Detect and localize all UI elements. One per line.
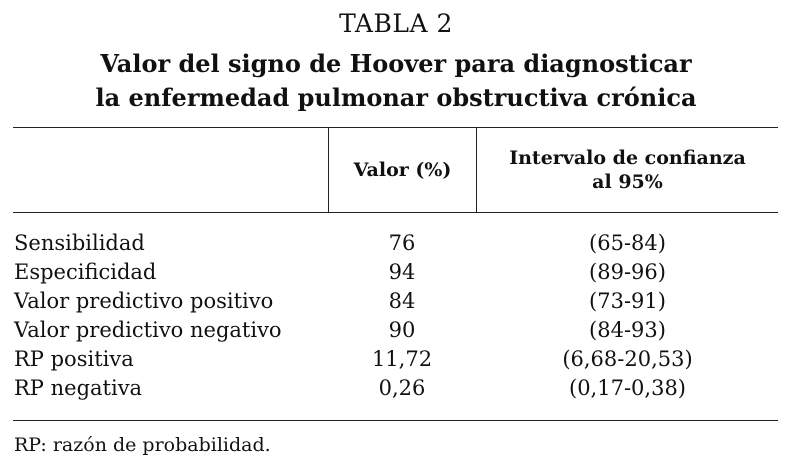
table-row: Especificidad 94 (89-96): [0, 258, 792, 287]
row-label: RP negativa: [14, 376, 143, 400]
row-label: Valor predictivo positivo: [14, 289, 274, 313]
row-value: 76: [388, 231, 416, 255]
table-footnote: RP: razón de probabilidad.: [14, 434, 271, 456]
column-header-ci-line-2: al 95%: [592, 171, 663, 193]
table-row: Sensibilidad 76 (65-84): [0, 229, 792, 258]
row-value: 94: [388, 260, 416, 284]
table-row: Valor predictivo negativo 90 (84-93): [0, 316, 792, 345]
row-value: 0,26: [378, 376, 426, 400]
column-header-value: Valor (%): [353, 159, 452, 181]
row-ci: (84-93): [589, 318, 666, 342]
table-number: TABLA 2: [339, 9, 453, 38]
row-ci: (6,68-20,53): [562, 347, 693, 371]
table-title-line-1: Valor del signo de Hoover para diagnosti…: [100, 49, 692, 78]
row-ci: (65-84): [589, 231, 666, 255]
row-label: RP positiva: [14, 347, 134, 371]
table-row: RP positiva 11,72 (6,68-20,53): [0, 345, 792, 374]
row-ci: (73-91): [589, 289, 666, 313]
row-label: Especificidad: [14, 260, 157, 284]
table-title-line-2: la enfermedad pulmonar obstructiva cróni…: [95, 83, 697, 112]
row-ci: (89-96): [589, 260, 666, 284]
row-value: 84: [388, 289, 416, 313]
header-divider-1: [328, 128, 329, 212]
row-value: 90: [388, 318, 416, 342]
table-row: RP negativa 0,26 (0,17-0,38): [0, 374, 792, 403]
row-label: Valor predictivo negativo: [14, 318, 282, 342]
row-label: Sensibilidad: [14, 231, 145, 255]
table-header-rule: [13, 212, 778, 213]
column-header-ci: Intervalo de confianza al 95%: [477, 146, 778, 194]
table-title: Valor del signo de Hoover para diagnosti…: [0, 47, 792, 115]
row-value: 11,72: [371, 347, 433, 371]
row-ci: (0,17-0,38): [569, 376, 686, 400]
table-row: Valor predictivo positivo 84 (73-91): [0, 287, 792, 316]
table-top-rule: [13, 127, 778, 128]
header-divider-2: [476, 128, 477, 212]
table-bottom-rule: [13, 420, 778, 421]
column-header-ci-line-1: Intervalo de confianza: [509, 147, 746, 169]
